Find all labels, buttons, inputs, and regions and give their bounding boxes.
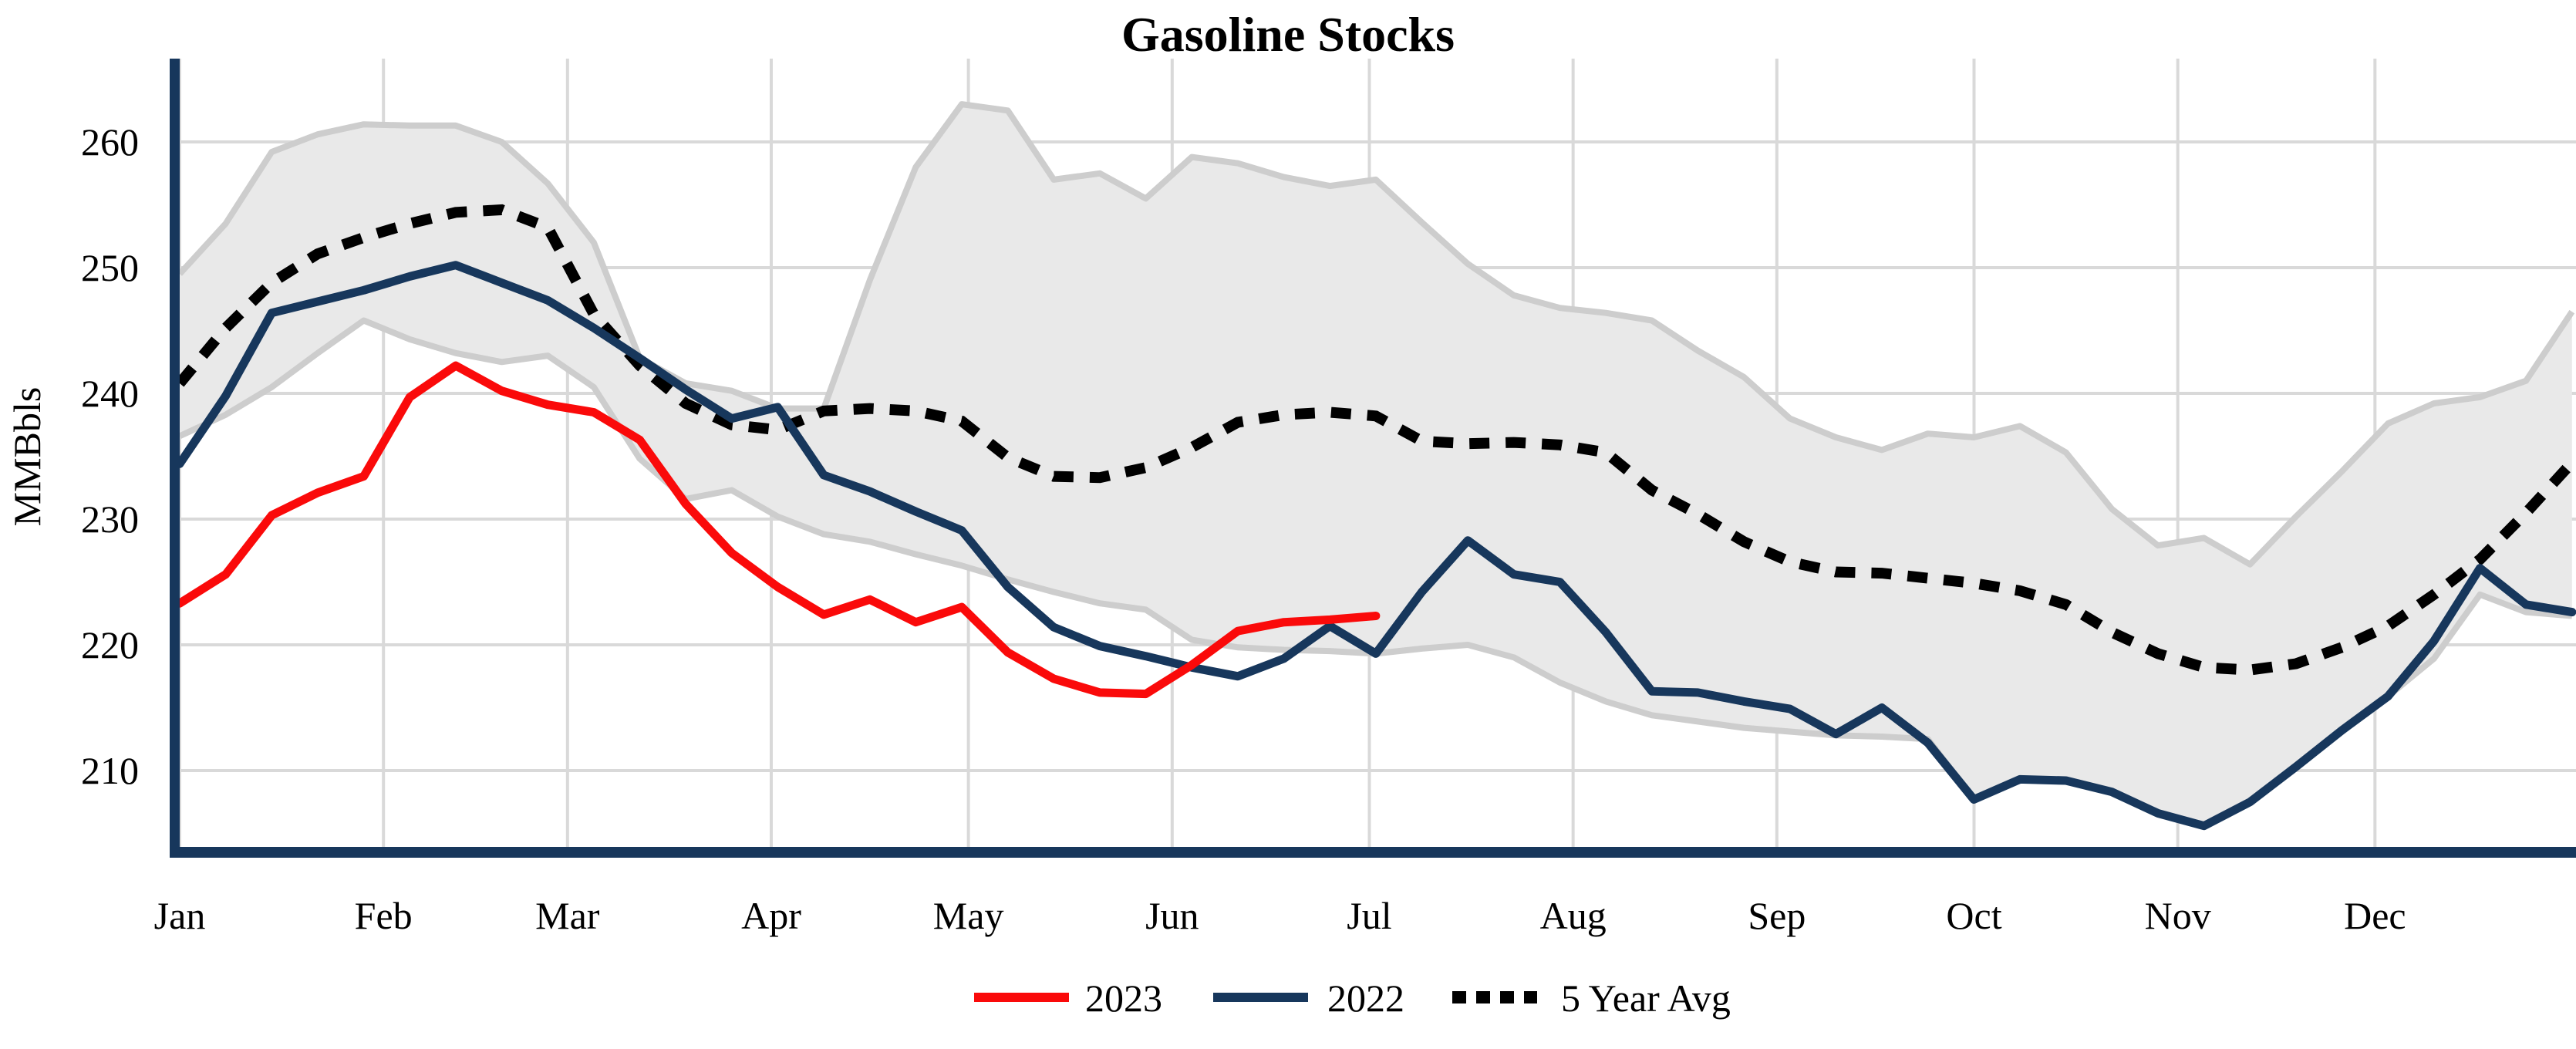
x-tick-label-apr: Apr xyxy=(741,894,801,937)
y-tick-label: 210 xyxy=(81,749,139,792)
axis-spines xyxy=(170,59,2576,858)
chart-title: Gasoline Stocks xyxy=(1121,7,1455,62)
line-5-year-avg xyxy=(175,204,2576,676)
line-2022 xyxy=(175,261,2576,831)
x-tick-label-jul: Jul xyxy=(1347,894,1391,937)
x-tick-label-may: May xyxy=(933,894,1004,937)
x-tick-label-nov: Nov xyxy=(2145,894,2211,937)
data-series-lines xyxy=(175,204,2576,831)
y-axis-spine xyxy=(170,59,180,858)
y-tick-label: 220 xyxy=(81,623,139,666)
legend-item-2022: 2022 xyxy=(1213,976,1404,1020)
y-tick-label: 240 xyxy=(81,372,139,415)
legend-label-5-year-avg: 5 Year Avg xyxy=(1561,976,1731,1020)
legend-label-2022: 2022 xyxy=(1327,976,1404,1020)
five-year-range-band xyxy=(177,101,2575,829)
x-tick-label-jun: Jun xyxy=(1145,894,1199,937)
x-tick-label-oct: Oct xyxy=(1946,894,2001,937)
five-year-range-upper-edge xyxy=(177,101,2575,568)
x-tick-label-mar: Mar xyxy=(535,894,600,937)
five-year-range-fill xyxy=(180,104,2572,826)
tick-labels: 210 220 230 240 250 260 Jan Feb Mar Apr May Jun Jul A… xyxy=(81,120,2406,937)
line-2023 xyxy=(175,361,1381,699)
x-axis-spine xyxy=(170,847,2576,858)
legend: 2023 2022 5 Year Avg xyxy=(974,976,1731,1020)
legend-item-5-year-avg: 5 Year Avg xyxy=(1452,976,1731,1020)
legend-label-2023: 2023 xyxy=(1085,976,1162,1020)
x-tick-label-dec: Dec xyxy=(2344,894,2406,937)
x-tick-label-jan: Jan xyxy=(154,894,206,937)
y-tick-label: 260 xyxy=(81,120,139,164)
legend-item-2023: 2023 xyxy=(974,976,1162,1020)
x-tick-label-sep: Sep xyxy=(1748,894,1806,937)
y-axis-label: MMBbls xyxy=(5,387,49,527)
y-tick-label: 230 xyxy=(81,498,139,541)
y-tick-label: 250 xyxy=(81,246,139,289)
x-tick-label-aug: Aug xyxy=(1540,894,1607,937)
x-tick-label-feb: Feb xyxy=(355,894,413,937)
